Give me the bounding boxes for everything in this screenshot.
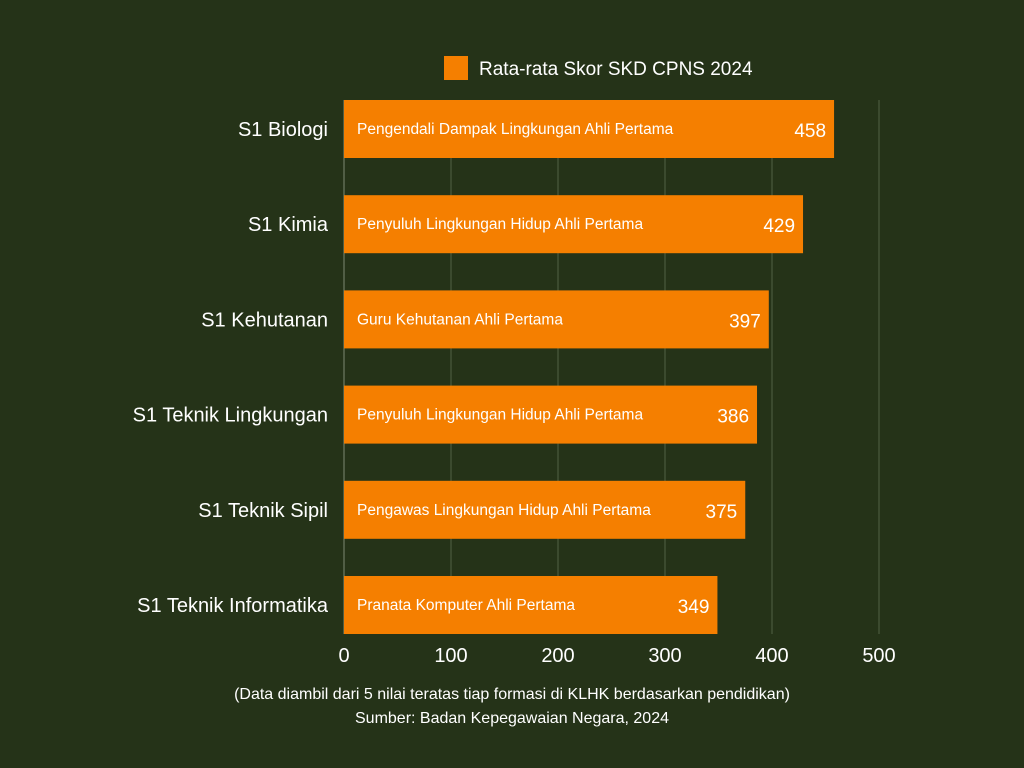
x-tick-label-400: 400: [755, 645, 788, 667]
x-tick-label-500: 500: [862, 645, 895, 667]
bar-inner-label-1: Penyuluh Lingkungan Hidup Ahli Pertama: [357, 216, 643, 233]
chart-source: Sumber: Badan Kepegawaian Negara, 2024: [355, 710, 669, 727]
category-label-0: S1 Biologi: [238, 119, 328, 141]
value-label-5: 349: [678, 597, 710, 618]
bar-inner-label-4: Pengawas Lingkungan Hidup Ahli Pertama: [357, 502, 651, 519]
chart-note: (Data diambil dari 5 nilai teratas tiap …: [234, 686, 790, 703]
category-label-1: S1 Kimia: [248, 214, 329, 236]
category-label-2: S1 Kehutanan: [201, 309, 328, 331]
category-label-5: S1 Teknik Informatika: [137, 595, 329, 617]
category-label-3: S1 Teknik Lingkungan: [133, 405, 328, 427]
legend-swatch: [444, 56, 468, 80]
x-tick-label-200: 200: [541, 645, 574, 667]
bar-5: [344, 576, 718, 634]
bar-4: [344, 480, 746, 539]
legend-label: Rata-rata Skor SKD CPNS 2024: [479, 59, 753, 80]
category-label-4: S1 Teknik Sipil: [198, 500, 328, 522]
bar-2: [344, 290, 769, 349]
bar-inner-label-0: Pengendali Dampak Lingkungan Ahli Pertam…: [357, 121, 674, 138]
value-label-0: 458: [794, 121, 826, 142]
bar-inner-label-3: Penyuluh Lingkungan Hidup Ahli Pertama: [357, 407, 643, 424]
bar-inner-label-2: Guru Kehutanan Ahli Pertama: [357, 311, 563, 328]
value-label-1: 429: [763, 216, 795, 237]
bar-inner-label-5: Pranata Komputer Ahli Pertama: [357, 597, 575, 614]
bar-3: [344, 385, 758, 444]
value-label-4: 375: [706, 502, 738, 523]
x-tick-label-0: 0: [338, 645, 349, 667]
x-tick-label-100: 100: [434, 645, 467, 667]
value-label-3: 386: [717, 407, 749, 428]
bar-1: [344, 195, 804, 254]
bar-0: [344, 100, 835, 158]
value-label-2: 397: [729, 311, 761, 332]
x-tick-label-300: 300: [648, 645, 681, 667]
